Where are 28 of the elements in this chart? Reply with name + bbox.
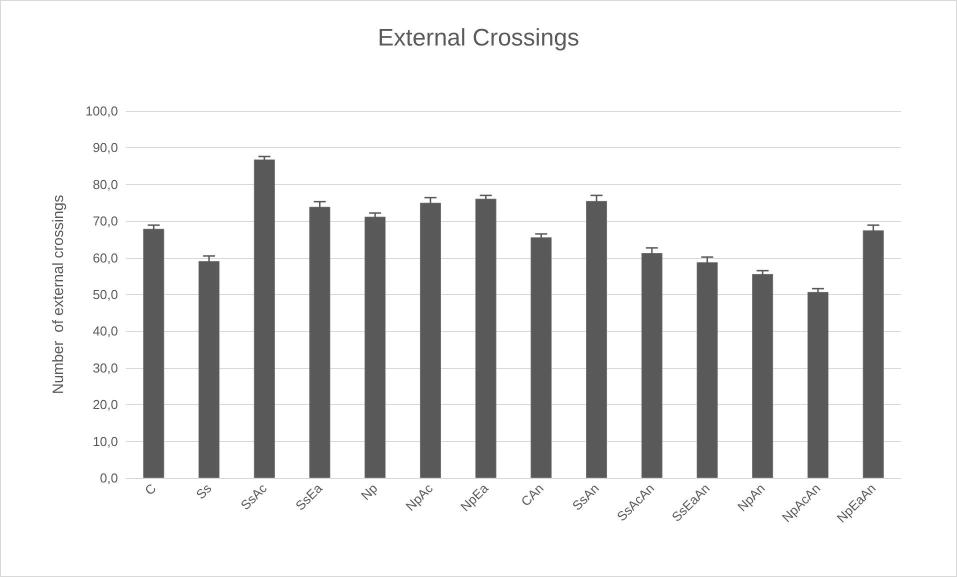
x-tick-label: Np	[358, 480, 380, 504]
x-tick-label: Ss	[193, 480, 215, 502]
y-axis-title: Number of external crossings	[50, 194, 67, 394]
bar	[254, 159, 275, 478]
x-tick-label: C	[142, 480, 159, 498]
bar	[752, 274, 774, 478]
y-tick-label: 90,0	[92, 140, 118, 156]
y-tick-label: 0,0	[100, 470, 118, 486]
y-tick-label: 30,0	[92, 360, 118, 376]
bar	[143, 228, 164, 478]
bar	[696, 262, 718, 478]
bar	[420, 202, 441, 478]
y-tick-label: 100,0	[85, 104, 118, 118]
x-tick-label: CAn	[518, 480, 546, 510]
bar	[807, 292, 828, 478]
bar	[364, 216, 386, 478]
y-tick-label: 70,0	[92, 214, 118, 229]
bar	[309, 206, 330, 478]
y-tick-label: 10,0	[92, 434, 118, 449]
chart-title: External Crossings	[378, 24, 580, 52]
bar	[530, 237, 552, 478]
y-tick-label: 60,0	[92, 250, 118, 266]
bar	[862, 230, 884, 478]
bar	[475, 198, 496, 478]
y-tick-label: 20,0	[92, 397, 118, 412]
y-tick-label: 80,0	[92, 176, 118, 192]
y-tick-label: 40,0	[92, 324, 118, 339]
y-tick-label: 50,0	[92, 287, 118, 302]
